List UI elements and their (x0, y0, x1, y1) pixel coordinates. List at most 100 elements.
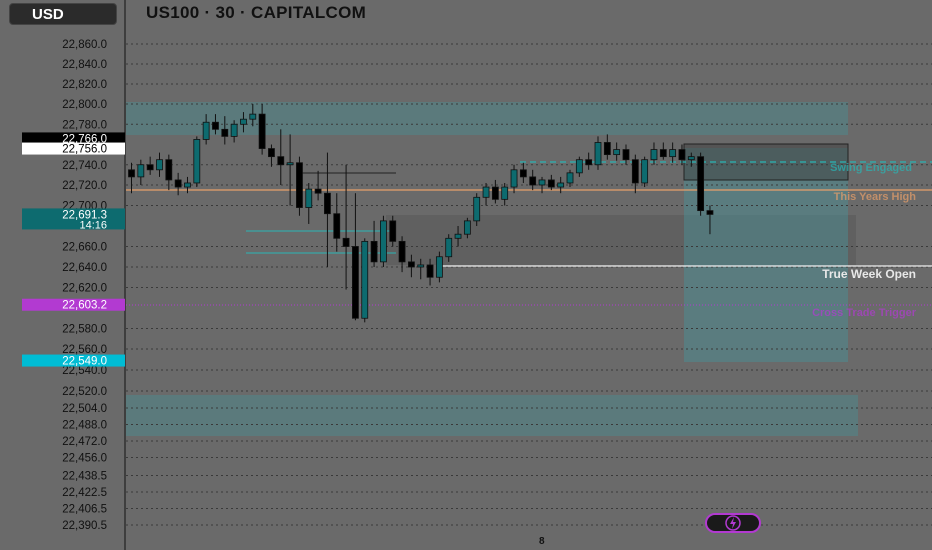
candle-body (202, 121, 210, 140)
candle (352, 193, 359, 321)
candle (650, 142, 658, 165)
candle-body (435, 256, 443, 278)
candle (575, 156, 583, 177)
price-tick-label: 22,390.5 (62, 520, 107, 532)
candle (202, 114, 210, 145)
candle-body (603, 142, 611, 156)
candle (482, 182, 490, 206)
price-badges: 22,766.022,756.0 22,691.314:16 22,603.2 22,… (22, 132, 125, 368)
price-tick-label: 22,488.0 (62, 419, 107, 431)
price-axis[interactable]: 22,860.0 22,840.0 22,820.0 22,800.0 22,780.0… (62, 39, 107, 532)
projection-zone (684, 148, 848, 362)
candle-body (650, 149, 658, 161)
price-badge-label: 22,766.0 (62, 133, 107, 145)
candle-body (193, 139, 201, 184)
candle (585, 152, 593, 170)
candle (286, 134, 294, 206)
candle (277, 129, 285, 185)
level-labels: Swing Engaged This Years High True Week … (812, 162, 917, 319)
candle-body (631, 159, 639, 184)
candle (221, 116, 229, 145)
price-tick-label: 22,472.0 (62, 436, 107, 448)
price-badge-label: 22,756.0 (62, 144, 107, 156)
candle-body (268, 148, 275, 158)
candle (407, 254, 415, 278)
price-tick-label: 22,540.0 (62, 365, 107, 377)
candles (128, 104, 714, 323)
candle (641, 156, 649, 188)
candle (435, 251, 443, 283)
candle-body (529, 176, 537, 186)
price-badge: 22,549.0 (22, 354, 125, 368)
candle (417, 258, 425, 280)
upper-supply-zone (126, 102, 848, 135)
candle (193, 136, 201, 188)
candle-body (380, 220, 387, 263)
candle-body (566, 172, 574, 184)
candle (156, 152, 163, 177)
price-tick-label: 22,520.0 (62, 386, 107, 398)
flash-button[interactable] (705, 513, 761, 533)
candle-body (333, 213, 341, 239)
candle-body (361, 240, 369, 319)
countdown-label: 14:16 (79, 219, 107, 231)
candle (659, 142, 667, 160)
candle (426, 258, 434, 286)
candle (174, 172, 182, 196)
candle-body (137, 164, 145, 178)
price-badge-bg (22, 208, 125, 230)
price-tick-label: 22,660.0 (62, 242, 107, 254)
candle (678, 144, 686, 165)
candle-body (324, 192, 331, 215)
candle-body (697, 156, 705, 212)
candle-body (557, 182, 565, 188)
candle (538, 176, 546, 194)
candle-body (370, 240, 378, 263)
candle (473, 193, 481, 226)
currency-button[interactable]: USD (9, 3, 117, 25)
candle (240, 112, 247, 133)
candle (529, 169, 537, 191)
candle (547, 174, 555, 191)
candle (258, 104, 266, 155)
candle-body (230, 123, 238, 137)
candle (603, 134, 611, 160)
candle-body (305, 188, 313, 208)
candle-body (240, 118, 247, 125)
candle (380, 215, 387, 267)
price-badge-bg (22, 354, 125, 367)
candle (631, 154, 639, 194)
candle-body (482, 186, 490, 198)
lightning-icon (725, 515, 741, 531)
candle-body (454, 233, 462, 239)
grid-lines (126, 43, 932, 526)
candle (296, 156, 303, 216)
candle-body (687, 156, 695, 161)
time-axis-label: 8 (539, 536, 545, 547)
candle (212, 114, 219, 135)
candle (137, 159, 145, 185)
candle-body (184, 182, 191, 188)
true-week-open-label: True Week Open (822, 267, 916, 281)
candle-body (146, 164, 154, 171)
candle (594, 136, 602, 170)
cross-trade-label: Cross Trade Trigger (812, 307, 917, 319)
candle-body (510, 169, 518, 188)
price-tick-label: 22,780.0 (62, 119, 107, 131)
candle-body (407, 261, 415, 268)
candle-body (128, 169, 135, 178)
candle (305, 182, 313, 224)
candle-body (519, 169, 527, 178)
price-badge-label: 22,691.3 (62, 209, 107, 221)
candle (342, 164, 350, 290)
candle (146, 156, 154, 175)
candle-body (426, 264, 434, 278)
candle-body (622, 149, 630, 161)
candle (370, 220, 378, 267)
price-tick-label: 22,720.0 (62, 180, 107, 192)
candle-body (594, 142, 602, 166)
candle-body (641, 159, 649, 184)
candle (445, 234, 453, 262)
lower-demand-zone (126, 395, 858, 436)
